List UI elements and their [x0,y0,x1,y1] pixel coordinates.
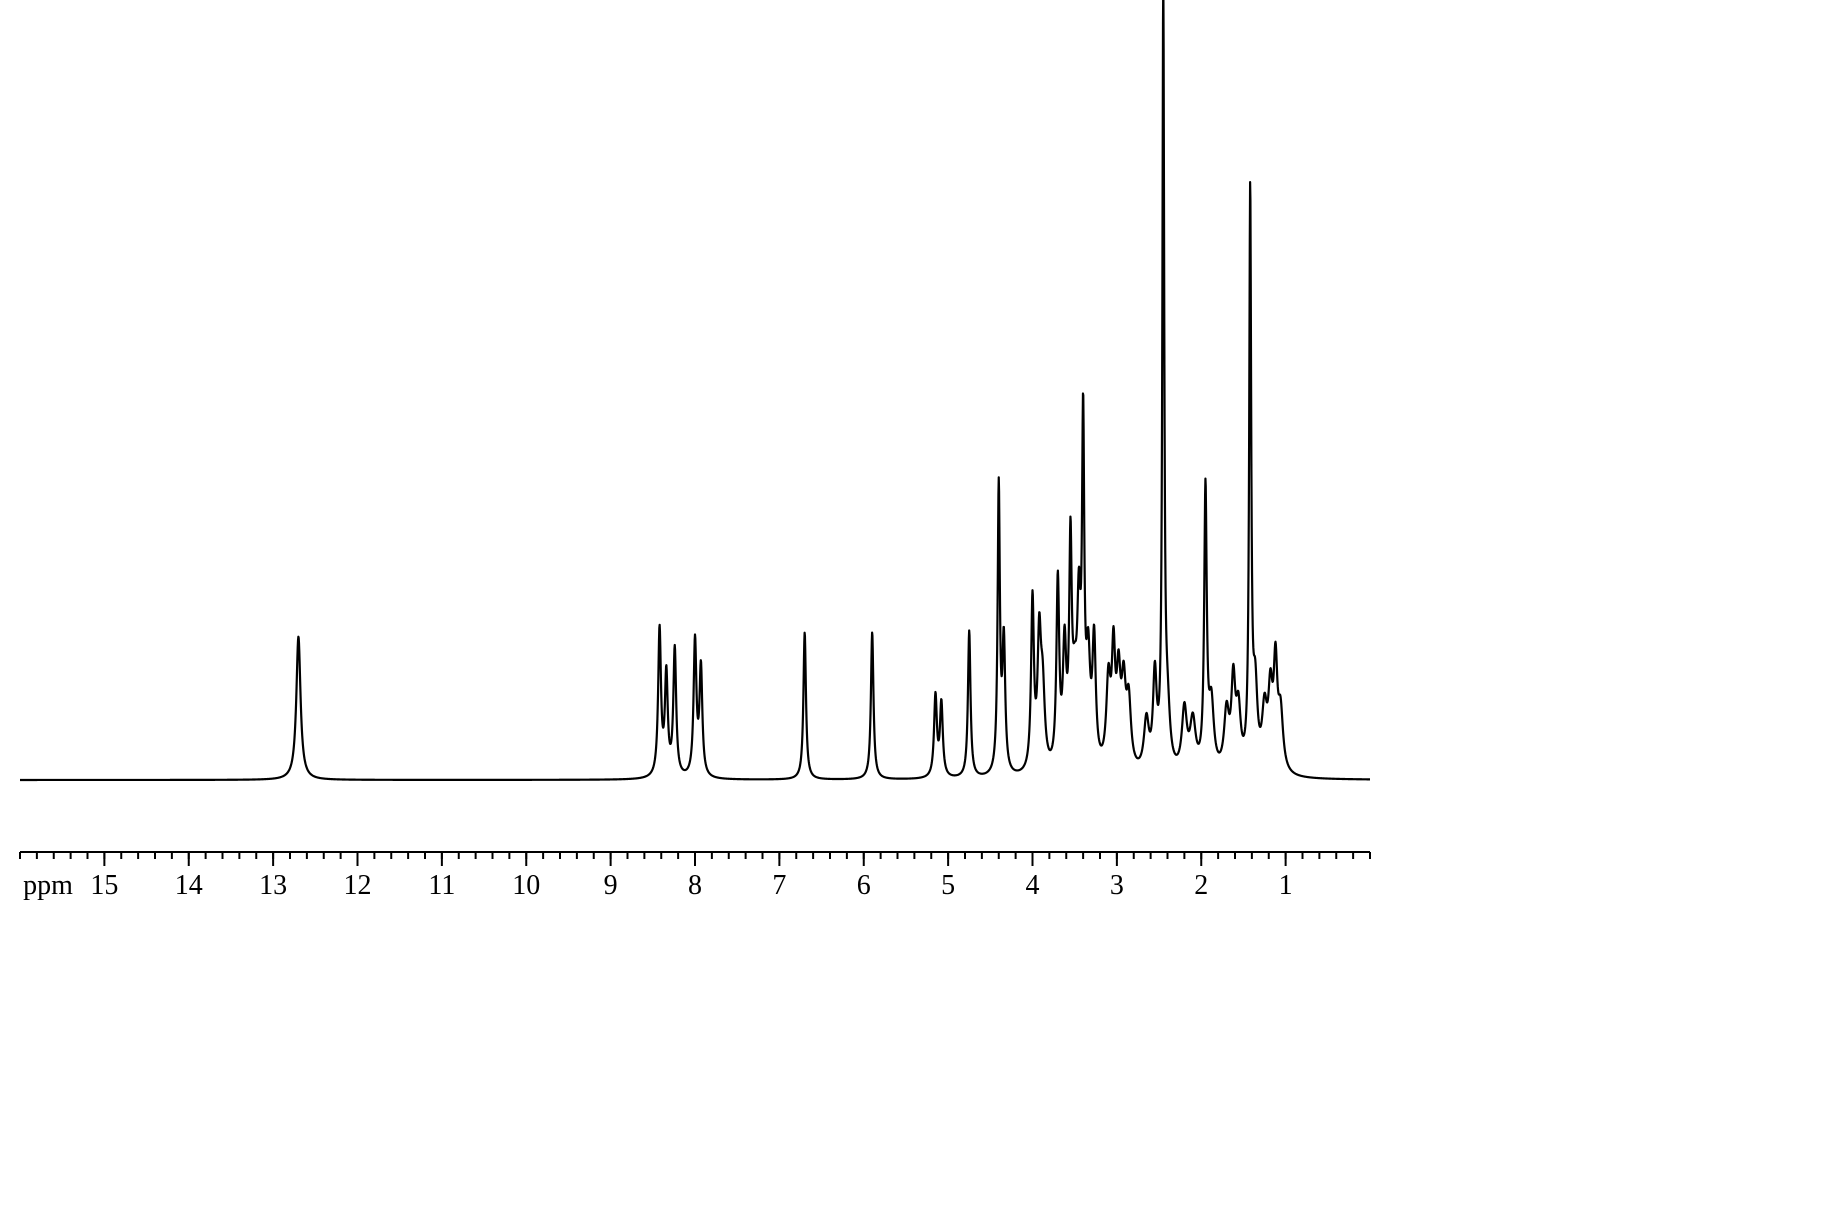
x-tick-label: 7 [772,870,786,901]
x-tick-label: 5 [941,870,955,901]
x-tick-label: 9 [604,870,618,901]
x-tick-label: 2 [1194,870,1208,901]
x-tick-label: 15 [90,870,118,901]
x-tick-label: 12 [344,870,372,901]
x-tick-label: 8 [688,870,702,901]
spectrum-trace [20,0,1370,780]
x-tick-label: 3 [1110,870,1124,901]
x-axis-unit-label: ppm [23,870,73,901]
x-tick-label: 14 [175,870,203,901]
nmr-spectrum-chart: 15 14 13 12 11 10 9 8 7 6 5 4 3 2 1 ppm [0,0,1824,1208]
x-tick-label: 4 [1026,870,1040,901]
spectrum-trace-group [20,0,1370,780]
x-axis-group: 15 14 13 12 11 10 9 8 7 6 5 4 3 2 1 ppm [20,852,1370,901]
x-tick-label: 6 [857,870,871,901]
x-tick-label: 13 [259,870,287,901]
x-tick-label: 11 [428,870,455,901]
x-tick-label: 1 [1279,870,1293,901]
x-tick-label: 10 [512,870,540,901]
nmr-svg: 15 14 13 12 11 10 9 8 7 6 5 4 3 2 1 ppm [0,0,1824,1208]
